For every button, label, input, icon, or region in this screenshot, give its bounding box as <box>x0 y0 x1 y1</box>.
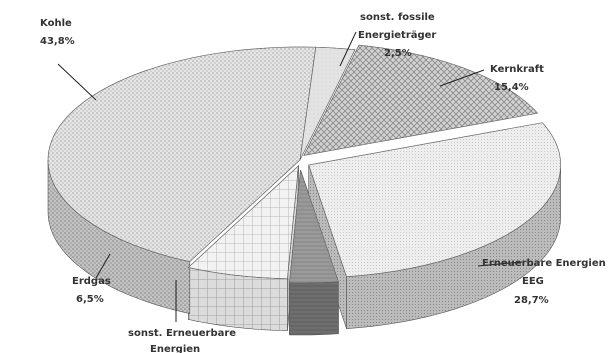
label-kernkraft-value: 15,4% <box>494 82 529 93</box>
label-kernkraft-name: Kernkraft <box>490 64 544 75</box>
leader-fossile <box>339 31 357 67</box>
label-fossile-line2: Energieträger <box>358 30 436 41</box>
label-sonst-ern-line1: sonst. Erneuerbare <box>128 328 236 339</box>
label-eeg-line2: EEG <box>522 276 544 287</box>
label-kohle-value: 43,8% <box>40 36 75 47</box>
pie-side-sonst-erneuerbare-energien <box>289 281 339 336</box>
leader-erdgas <box>95 253 111 279</box>
label-erdgas-name: Erdgas <box>72 276 111 287</box>
pie-slice-erdgas <box>187 164 299 280</box>
label-sonst-ern-line2: Energien <box>150 344 200 353</box>
pie-slice-sonst-erneuerbare-energien <box>289 169 339 284</box>
label-eeg-value: 28,7% <box>514 295 549 306</box>
label-erdgas-value: 6,5% <box>76 294 104 305</box>
label-fossile-value: 2,5% <box>384 48 412 59</box>
pie-slice-erneuerbare-energien-eeg <box>308 122 562 278</box>
label-kohle-name: Kohle <box>40 18 72 29</box>
leader-eeg <box>477 261 523 267</box>
label-eeg-line1: Erneuerbare Energien <box>482 258 606 269</box>
leader-kohle <box>57 63 97 101</box>
label-fossile-line1: sonst. fossile <box>360 12 435 23</box>
leader-kernkraft <box>439 69 485 87</box>
pie-top-faces <box>47 44 562 284</box>
pie-slice-sonst-fossile-energietr-ger <box>299 46 356 161</box>
pie-slice-kernkraft <box>303 44 539 156</box>
pie-slice-kohle <box>47 46 317 262</box>
